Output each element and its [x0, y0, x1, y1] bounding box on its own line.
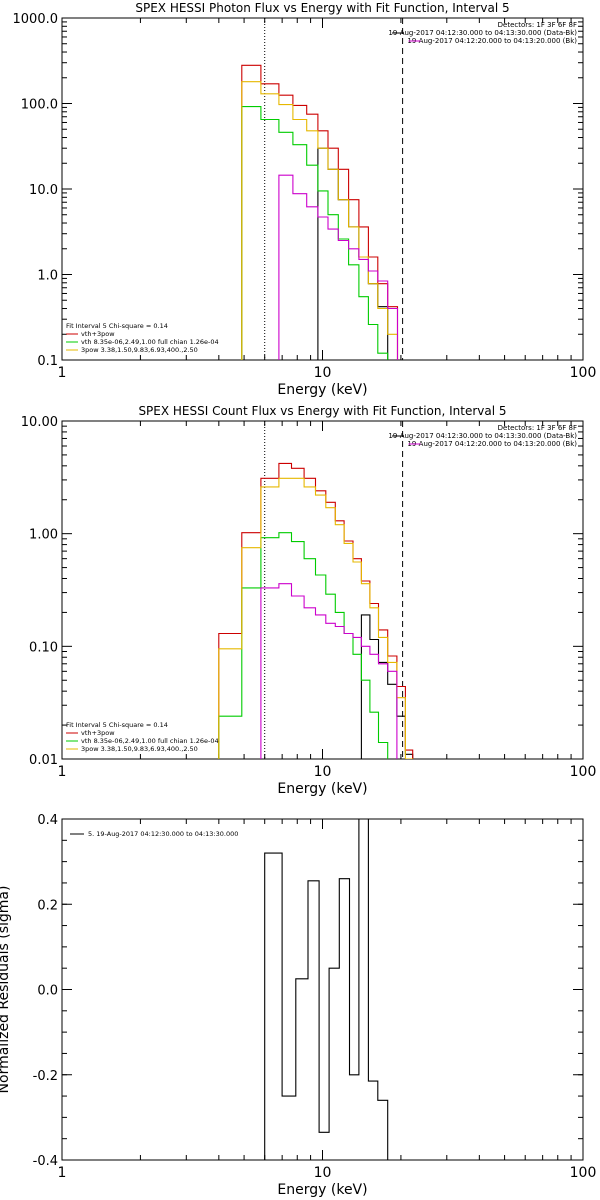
header-line-3: 19-Aug-2017 04:12:20.000 to 04:13:20.000…	[407, 440, 577, 448]
series-line-1	[264, 819, 389, 1160]
plot-frame	[61, 17, 584, 361]
x-axis-label: Energy (keV)	[277, 781, 367, 797]
y-tick-label: 0.4	[37, 813, 58, 828]
y-tick-label: 1.00	[29, 528, 58, 543]
chart-panel-1: 1 10 100 0.1 1.0 10.0 100.0 1000.0 SPEX HESSI Ph…	[13, 1, 597, 398]
header-line-2: 19-Aug-2017 04:12:30.000 to 04:13:30.000…	[388, 432, 577, 440]
x-tick-label: 1	[58, 764, 67, 780]
y-tick-label: -0.2	[33, 1069, 58, 1084]
chart-title: SPEX HESSI Count Flux vs Energy with Fit…	[138, 404, 506, 418]
plot-frame	[61, 420, 584, 760]
y-tick-label: 0.0	[37, 984, 58, 999]
x-tick-label: 100	[570, 764, 597, 780]
y-tick-label: 1000.0	[13, 12, 59, 27]
series-line-3	[218, 532, 389, 759]
y-tick-label: 100.0	[21, 98, 58, 113]
fit-legend-entry: vth 8.35e-06,2.49,1.00 full chian 1.26e-…	[81, 338, 219, 346]
series-line-4	[241, 81, 399, 360]
x-tick-label: 10	[314, 764, 332, 780]
x-axis-label: Energy (keV)	[277, 382, 367, 398]
chart-title: SPEX HESSI Photon Flux vs Energy with Fi…	[135, 1, 509, 15]
series-group	[264, 819, 389, 1160]
y-tick-label: 10.0	[29, 183, 58, 198]
series-line-4	[218, 477, 414, 759]
fit-legend-entry: 3pow 3.38,1.50,9.83,6.93,400.,2.50	[81, 745, 198, 753]
x-tick-label: 100	[570, 365, 597, 381]
fit-legend-title: Fit Interval 5 Chi-square = 0.14	[66, 721, 168, 729]
chart-panel-3: 1 10 100 -0.4 -0.2 0.0 0.2 0.4 Energy (keV) Norma…	[0, 813, 597, 1198]
series-line-2	[241, 64, 399, 360]
header-line-1: Detectors: 1F 3F 6F 8F	[498, 424, 577, 432]
fit-legend-entry: vth 8.35e-06,2.49,1.00 full chian 1.26e-…	[81, 737, 219, 745]
y-tick-label: 10.00	[21, 415, 58, 430]
series-line-3	[241, 106, 389, 360]
header-line-3: 19-Aug-2017 04:12:20.000 to 04:13:20.000…	[407, 37, 577, 45]
series-group	[241, 64, 399, 360]
fit-legend-entry: vth+3pow	[81, 729, 115, 737]
y-tick-label: 1.0	[37, 269, 58, 284]
chart-panel-2: 1 10 100 0.01 0.10 1.00 10.00 SPEX HESSI Count …	[21, 404, 597, 797]
fit-legend-title: Fit Interval 5 Chi-square = 0.14	[66, 322, 168, 330]
y-tick-label: 0.1	[37, 354, 58, 369]
y-axis-label: Normalized Residuals (sigma)	[0, 886, 12, 1094]
x-tick-label: 1	[58, 1165, 67, 1181]
x-axis-label: Energy (keV)	[277, 1182, 367, 1198]
header-line-2: 19-Aug-2017 04:12:30.000 to 04:13:30.000…	[388, 29, 577, 37]
fit-legend-entry: vth+3pow	[81, 330, 115, 338]
y-tick-label: -0.4	[33, 1154, 58, 1169]
series-group	[218, 462, 414, 759]
y-tick-label: 0.01	[29, 753, 58, 768]
series-line-5	[278, 174, 399, 360]
residual-legend-entry: 5. 19-Aug-2017 04:12:30.000 to 04:13:30.…	[88, 830, 238, 838]
x-tick-label: 1	[58, 365, 67, 381]
header-line-1: Detectors: 1F 3F 6F 8F	[498, 21, 577, 29]
y-tick-label: 0.2	[37, 898, 58, 913]
plot-frame	[61, 818, 584, 1161]
fit-legend-entry: 3pow 3.38,1.50,9.83,6.93,400.,2.50	[81, 346, 198, 354]
x-tick-label: 10	[314, 1165, 332, 1181]
series-line-2	[218, 462, 414, 759]
y-tick-label: 0.10	[29, 640, 58, 655]
x-tick-label: 10	[314, 365, 332, 381]
x-tick-label: 100	[570, 1165, 597, 1181]
series-line-5	[260, 583, 398, 759]
